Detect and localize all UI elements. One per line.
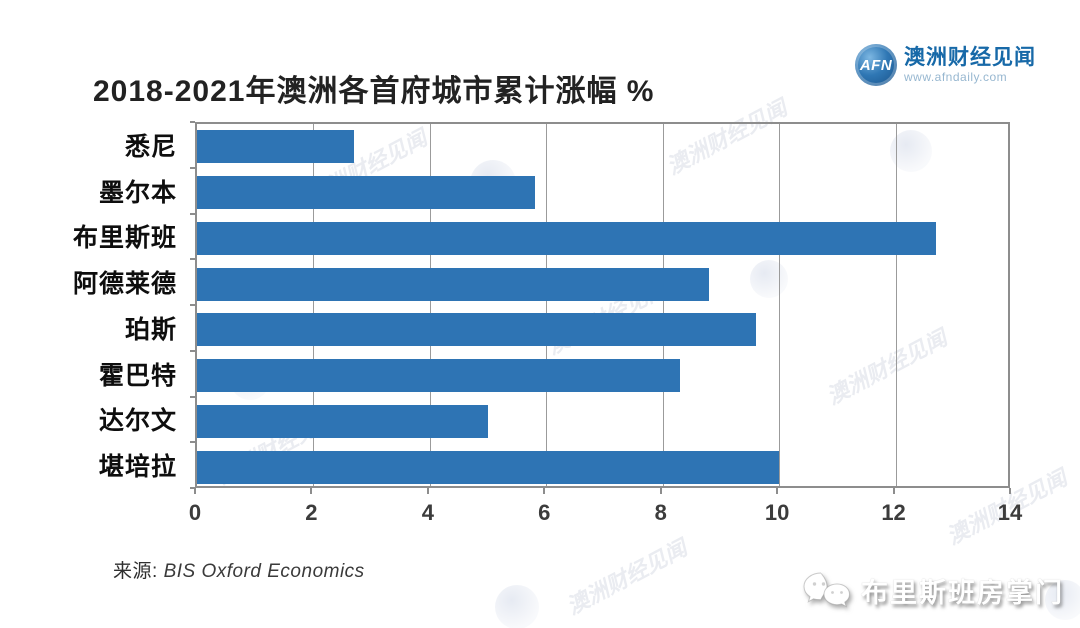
gridline-x2: [313, 124, 315, 486]
y-tickmark-5: [190, 349, 195, 352]
x-tickmark-2: [310, 488, 313, 494]
bar-霍巴特: [197, 359, 681, 393]
x-axis-tick-labels: 0 2 4 6 8 10 12 14: [189, 500, 1022, 530]
x-tickmark-8: [659, 488, 662, 494]
bar-chart-plot: [195, 122, 1010, 488]
brand-name: 布里斯班房掌门: [861, 577, 1064, 608]
watermark-circle: [495, 585, 539, 628]
y-tickmark-4: [190, 304, 195, 306]
y-axis-labels: 悉尼墨尔本布里斯班阿德莱德珀斯霍巴特达尔文堪培拉: [0, 122, 185, 488]
y-label-堪培拉: 堪培拉: [98, 453, 177, 482]
gridline-x6: [546, 124, 548, 486]
gridline-x4: [429, 124, 431, 486]
afn-logo-text: 澳洲财经见闻 www.afndaily.com: [904, 45, 1036, 84]
y-tickmark-3: [190, 258, 195, 261]
x-tick-10: 10: [764, 500, 790, 525]
y-tickmark-1: [190, 166, 195, 169]
afn-logo-icon: AFN: [855, 44, 897, 86]
x-tickmark-10: [776, 488, 779, 494]
x-tick-2: 2: [305, 500, 318, 525]
afn-logo: AFN 澳洲财经见闻 www.afndaily.com: [855, 44, 1036, 86]
bar-墨尔本: [197, 176, 535, 210]
gridline-x10: [779, 124, 781, 486]
chart-title: 2018-2021年澳洲各首府城市累计涨幅 %: [93, 75, 655, 109]
wechat-icon: [803, 572, 851, 608]
source-label: 来源:: [113, 561, 158, 582]
y-tickmark-8: [190, 487, 195, 489]
y-label-布里斯班: 布里斯班: [72, 224, 177, 253]
x-tick-12: 12: [881, 500, 906, 525]
gridline-x8: [662, 124, 664, 486]
bar-悉尼: [197, 130, 355, 164]
y-label-悉尼: 悉尼: [124, 132, 177, 161]
x-tickmark-0: [194, 488, 196, 494]
bar-堪培拉: [197, 450, 780, 484]
x-tickmark-12: [892, 488, 895, 494]
x-tick-4: 4: [421, 500, 434, 525]
y-tickmark-7: [190, 441, 195, 444]
afn-logo-url: www.afndaily.com: [904, 69, 1008, 84]
y-label-霍巴特: 霍巴特: [98, 361, 177, 390]
bar-达尔文: [197, 404, 489, 438]
bar-阿德莱德: [197, 267, 710, 301]
x-tick-0: 0: [188, 500, 202, 525]
source-note: 来源: BIS Oxford Economics: [113, 556, 365, 583]
y-label-达尔文: 达尔文: [98, 407, 177, 436]
y-label-墨尔本: 墨尔本: [98, 178, 177, 207]
x-tickmark-6: [543, 488, 546, 494]
y-label-阿德莱德: 阿德莱德: [72, 270, 177, 299]
y-tickmark-2: [190, 212, 195, 215]
bar-珀斯: [197, 313, 756, 347]
y-tickmark-0: [190, 121, 195, 123]
x-tickmark-14: [1009, 488, 1011, 494]
afn-logo-abbr: AFN: [859, 56, 893, 74]
brand-signature: 布里斯班房掌门: [802, 570, 1064, 610]
watermark-text: 澳洲财经见闻: [562, 535, 691, 620]
x-tick-14: 14: [997, 500, 1023, 525]
y-label-珀斯: 珀斯: [124, 315, 177, 344]
afn-logo-name: 澳洲财经见闻: [904, 45, 1036, 69]
x-tick-6: 6: [538, 500, 551, 525]
bar-布里斯班: [197, 221, 937, 255]
gridline-x12: [895, 124, 897, 486]
y-tickmark-6: [190, 395, 195, 398]
x-tick-8: 8: [654, 500, 667, 525]
source-text: BIS Oxford Economics: [163, 561, 365, 582]
x-tickmark-4: [426, 488, 429, 494]
